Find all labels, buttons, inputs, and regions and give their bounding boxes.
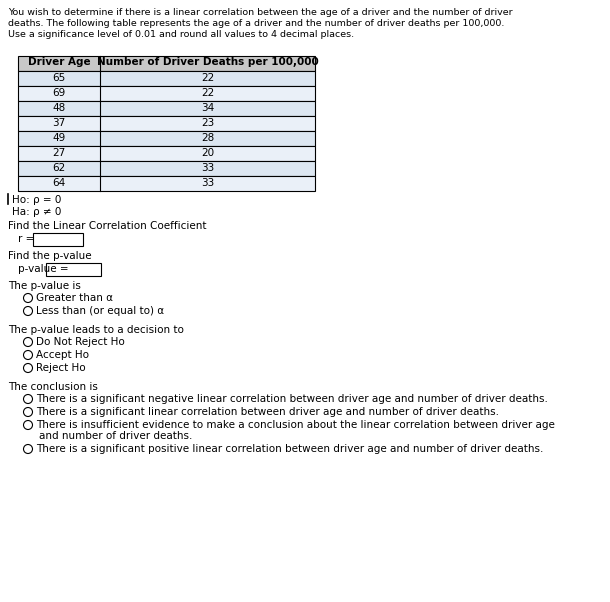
Text: p-value =: p-value = bbox=[18, 264, 68, 274]
Text: Ha: ρ ≠ 0: Ha: ρ ≠ 0 bbox=[12, 207, 62, 217]
Text: There is insufficient evidence to make a conclusion about the linear correlation: There is insufficient evidence to make a… bbox=[37, 420, 555, 430]
Bar bbox=[33, 233, 83, 246]
Text: 48: 48 bbox=[52, 103, 66, 113]
Text: The p-value is: The p-value is bbox=[8, 281, 81, 291]
Text: Ho: ρ = 0: Ho: ρ = 0 bbox=[12, 195, 62, 205]
Text: Accept Ho: Accept Ho bbox=[37, 350, 90, 360]
Text: Reject Ho: Reject Ho bbox=[37, 363, 86, 373]
Bar bbox=[18, 161, 315, 176]
Ellipse shape bbox=[24, 364, 32, 373]
Text: 23: 23 bbox=[201, 118, 214, 128]
Bar bbox=[18, 71, 315, 86]
Ellipse shape bbox=[24, 408, 32, 417]
Bar bbox=[18, 131, 315, 146]
Text: 28: 28 bbox=[201, 133, 214, 143]
Text: 33: 33 bbox=[201, 163, 214, 173]
Text: There is a significant negative linear correlation between driver age and number: There is a significant negative linear c… bbox=[37, 394, 548, 404]
Bar bbox=[18, 101, 315, 116]
Text: You wish to determine if there is a linear correlation between the age of a driv: You wish to determine if there is a line… bbox=[8, 8, 512, 17]
Ellipse shape bbox=[24, 294, 32, 302]
Text: Find the Linear Correlation Coefficient: Find the Linear Correlation Coefficient bbox=[8, 221, 207, 231]
Text: Use a significance level of 0.01 and round all values to 4 decimal places.: Use a significance level of 0.01 and rou… bbox=[8, 30, 354, 39]
Text: There is a significant linear correlation between driver age and number of drive: There is a significant linear correlatio… bbox=[37, 407, 500, 417]
Text: 20: 20 bbox=[201, 148, 214, 158]
Text: 62: 62 bbox=[52, 163, 66, 173]
Text: Find the p-value: Find the p-value bbox=[8, 251, 92, 261]
Text: The p-value leads to a decision to: The p-value leads to a decision to bbox=[8, 325, 184, 335]
Text: The conclusion is: The conclusion is bbox=[8, 382, 98, 392]
Bar bbox=[18, 116, 315, 131]
Text: and number of driver deaths.: and number of driver deaths. bbox=[38, 431, 192, 441]
Text: There is a significant positive linear correlation between driver age and number: There is a significant positive linear c… bbox=[37, 444, 544, 454]
Text: 27: 27 bbox=[52, 148, 66, 158]
Text: r =: r = bbox=[18, 234, 34, 244]
Text: Less than (or equal to) α: Less than (or equal to) α bbox=[37, 306, 165, 316]
Bar bbox=[46, 263, 101, 276]
Text: 22: 22 bbox=[201, 88, 214, 98]
Text: Number of Driver Deaths per 100,000: Number of Driver Deaths per 100,000 bbox=[96, 57, 318, 67]
Bar bbox=[18, 56, 315, 71]
Text: 33: 33 bbox=[201, 178, 214, 188]
Bar bbox=[18, 176, 315, 191]
Bar bbox=[18, 86, 315, 101]
Ellipse shape bbox=[24, 394, 32, 403]
Text: 64: 64 bbox=[52, 178, 66, 188]
Text: 22: 22 bbox=[201, 73, 214, 83]
Ellipse shape bbox=[24, 421, 32, 429]
Text: 34: 34 bbox=[201, 103, 214, 113]
Bar bbox=[18, 146, 315, 161]
Ellipse shape bbox=[24, 338, 32, 347]
Ellipse shape bbox=[24, 306, 32, 315]
Text: 65: 65 bbox=[52, 73, 66, 83]
Text: deaths. The following table represents the age of a driver and the number of dri: deaths. The following table represents t… bbox=[8, 19, 504, 28]
Text: 69: 69 bbox=[52, 88, 66, 98]
Text: Greater than α: Greater than α bbox=[37, 293, 113, 303]
Text: 37: 37 bbox=[52, 118, 66, 128]
Ellipse shape bbox=[24, 350, 32, 359]
Text: 49: 49 bbox=[52, 133, 66, 143]
Ellipse shape bbox=[24, 444, 32, 453]
Text: Do Not Reject Ho: Do Not Reject Ho bbox=[37, 337, 125, 347]
Text: Driver Age: Driver Age bbox=[27, 57, 90, 67]
